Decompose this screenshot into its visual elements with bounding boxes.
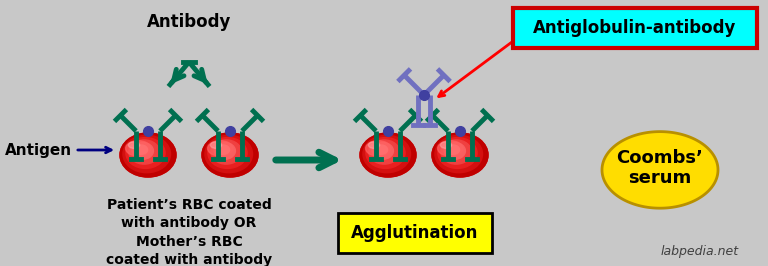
Ellipse shape — [207, 141, 233, 156]
Ellipse shape — [366, 141, 391, 156]
Ellipse shape — [360, 133, 416, 177]
Text: Antibody: Antibody — [147, 13, 231, 31]
Ellipse shape — [211, 140, 242, 164]
Ellipse shape — [120, 133, 176, 177]
Ellipse shape — [217, 145, 230, 155]
Text: labpedia.net: labpedia.net — [661, 246, 739, 259]
Ellipse shape — [372, 143, 393, 159]
Text: Antiglobulin-antibody: Antiglobulin-antibody — [533, 19, 737, 37]
Ellipse shape — [432, 133, 488, 177]
Ellipse shape — [126, 141, 151, 156]
Text: Antigen: Antigen — [5, 143, 72, 157]
Ellipse shape — [128, 142, 140, 148]
Ellipse shape — [120, 133, 176, 177]
Ellipse shape — [126, 138, 165, 168]
FancyBboxPatch shape — [513, 8, 757, 48]
Ellipse shape — [123, 135, 170, 173]
Ellipse shape — [432, 133, 488, 177]
Ellipse shape — [360, 133, 416, 177]
Ellipse shape — [376, 145, 388, 155]
Ellipse shape — [363, 135, 411, 173]
Polygon shape — [602, 132, 718, 208]
Ellipse shape — [214, 143, 236, 159]
Ellipse shape — [132, 143, 154, 159]
Ellipse shape — [366, 138, 405, 168]
Ellipse shape — [208, 138, 247, 168]
Ellipse shape — [135, 145, 147, 155]
Ellipse shape — [202, 133, 258, 177]
Ellipse shape — [205, 135, 253, 173]
Text: Coombs’
serum: Coombs’ serum — [617, 149, 703, 188]
Ellipse shape — [202, 133, 258, 177]
Ellipse shape — [369, 140, 399, 164]
Text: Agglutination: Agglutination — [351, 224, 478, 242]
Ellipse shape — [129, 140, 160, 164]
Ellipse shape — [438, 141, 463, 156]
Ellipse shape — [441, 140, 472, 164]
Ellipse shape — [447, 145, 459, 155]
Ellipse shape — [435, 135, 482, 173]
Ellipse shape — [440, 142, 452, 148]
Text: Patient’s RBC coated
with antibody OR
Mother’s RBC
coated with antibody: Patient’s RBC coated with antibody OR Mo… — [106, 198, 272, 266]
Ellipse shape — [369, 142, 379, 148]
Ellipse shape — [444, 143, 465, 159]
Ellipse shape — [438, 138, 477, 168]
Ellipse shape — [210, 142, 222, 148]
FancyBboxPatch shape — [338, 213, 492, 253]
